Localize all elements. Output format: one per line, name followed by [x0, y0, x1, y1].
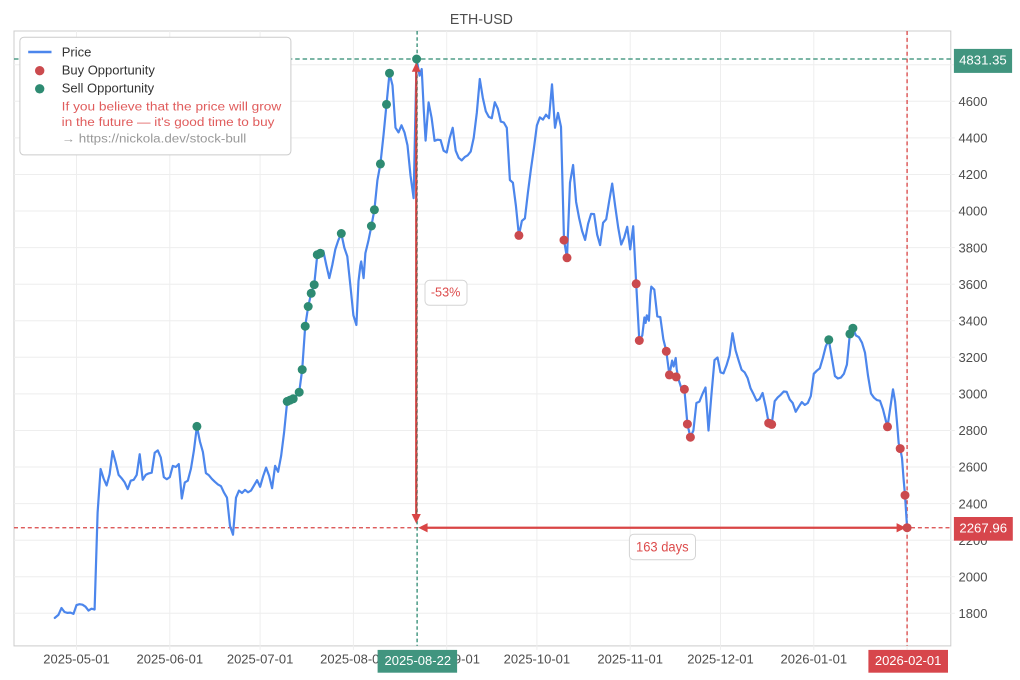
svg-text:2800: 2800 [959, 423, 988, 438]
svg-text:3400: 3400 [959, 313, 988, 328]
svg-text:4600: 4600 [959, 94, 988, 109]
svg-text:2026-01-01: 2026-01-01 [781, 652, 848, 667]
svg-text:2600: 2600 [959, 460, 988, 475]
svg-text:3200: 3200 [959, 350, 988, 365]
svg-text:2025-10-01: 2025-10-01 [504, 652, 571, 667]
svg-text:-53%: -53% [431, 284, 461, 299]
svg-text:4400: 4400 [959, 131, 988, 146]
svg-text:2000: 2000 [959, 569, 988, 584]
svg-text:2025-08-01: 2025-08-01 [320, 652, 387, 667]
svg-text:2025-12-01: 2025-12-01 [687, 652, 754, 667]
svg-text:2026-02-01: 2026-02-01 [875, 653, 942, 668]
svg-text:ETH-USD: ETH-USD [450, 11, 513, 28]
svg-text:Sell Opportunity: Sell Opportunity [62, 80, 155, 95]
svg-text:2025-07-01: 2025-07-01 [227, 652, 294, 667]
svg-text:163 days: 163 days [636, 539, 689, 554]
svg-text:2025-11-01: 2025-11-01 [597, 652, 663, 667]
svg-text:2267.96: 2267.96 [959, 520, 1007, 535]
svg-text:4831.35: 4831.35 [959, 53, 1007, 68]
svg-text:in the future — it's good time: in the future — it's good time to buy [62, 117, 275, 129]
svg-text:2025-08-22: 2025-08-22 [385, 653, 452, 668]
svg-text:2025-05-01: 2025-05-01 [43, 652, 110, 667]
svg-text:Buy Opportunity: Buy Opportunity [62, 63, 156, 78]
svg-text:4000: 4000 [959, 204, 988, 219]
svg-text:If you believe that the price: If you believe that the price will grow [62, 102, 282, 114]
svg-text:4200: 4200 [959, 167, 988, 182]
svg-text:2025-06-01: 2025-06-01 [137, 652, 204, 667]
svg-text:3000: 3000 [959, 387, 988, 402]
svg-text:3600: 3600 [959, 277, 988, 292]
svg-text:3800: 3800 [959, 240, 988, 255]
svg-text:→ https://nickola.dev/stock-bu: → https://nickola.dev/stock-bull [62, 133, 247, 145]
svg-text:1800: 1800 [959, 606, 988, 621]
svg-text:2400: 2400 [959, 496, 988, 511]
svg-text:Price: Price [62, 44, 92, 59]
